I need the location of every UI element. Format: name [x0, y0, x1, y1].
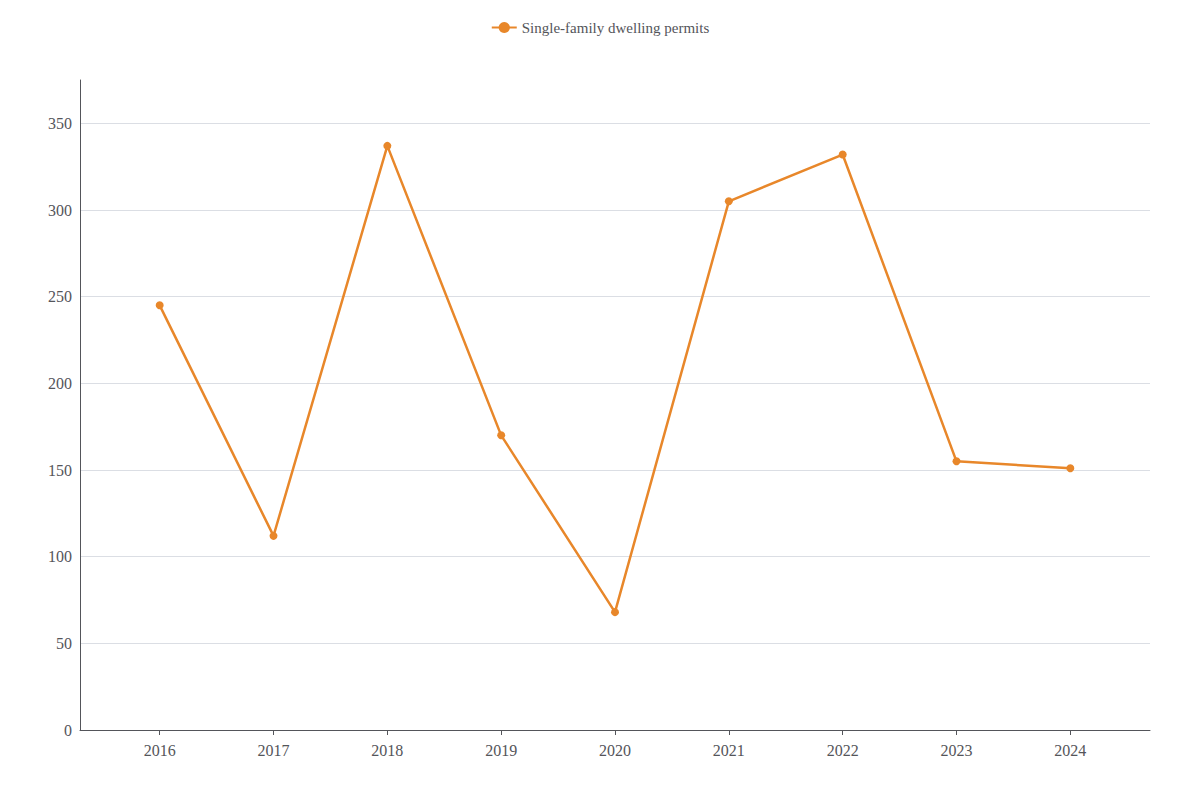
svg-text:2018: 2018 [371, 742, 403, 759]
svg-text:350: 350 [48, 115, 72, 132]
svg-text:2024: 2024 [1054, 742, 1086, 759]
svg-text:2016: 2016 [144, 742, 176, 759]
svg-text:2017: 2017 [258, 742, 290, 759]
svg-text:50: 50 [56, 635, 72, 652]
svg-text:150: 150 [48, 462, 72, 479]
svg-text:2023: 2023 [940, 742, 972, 759]
svg-text:2019: 2019 [485, 742, 517, 759]
svg-text:Single-family dwelling permits: Single-family dwelling permits [522, 20, 710, 36]
svg-text:2022: 2022 [827, 742, 859, 759]
svg-text:2021: 2021 [713, 742, 745, 759]
svg-text:250: 250 [48, 288, 72, 305]
svg-text:2020: 2020 [599, 742, 631, 759]
svg-text:0: 0 [64, 722, 72, 739]
svg-text:300: 300 [48, 202, 72, 219]
svg-text:200: 200 [48, 375, 72, 392]
svg-text:100: 100 [48, 548, 72, 565]
